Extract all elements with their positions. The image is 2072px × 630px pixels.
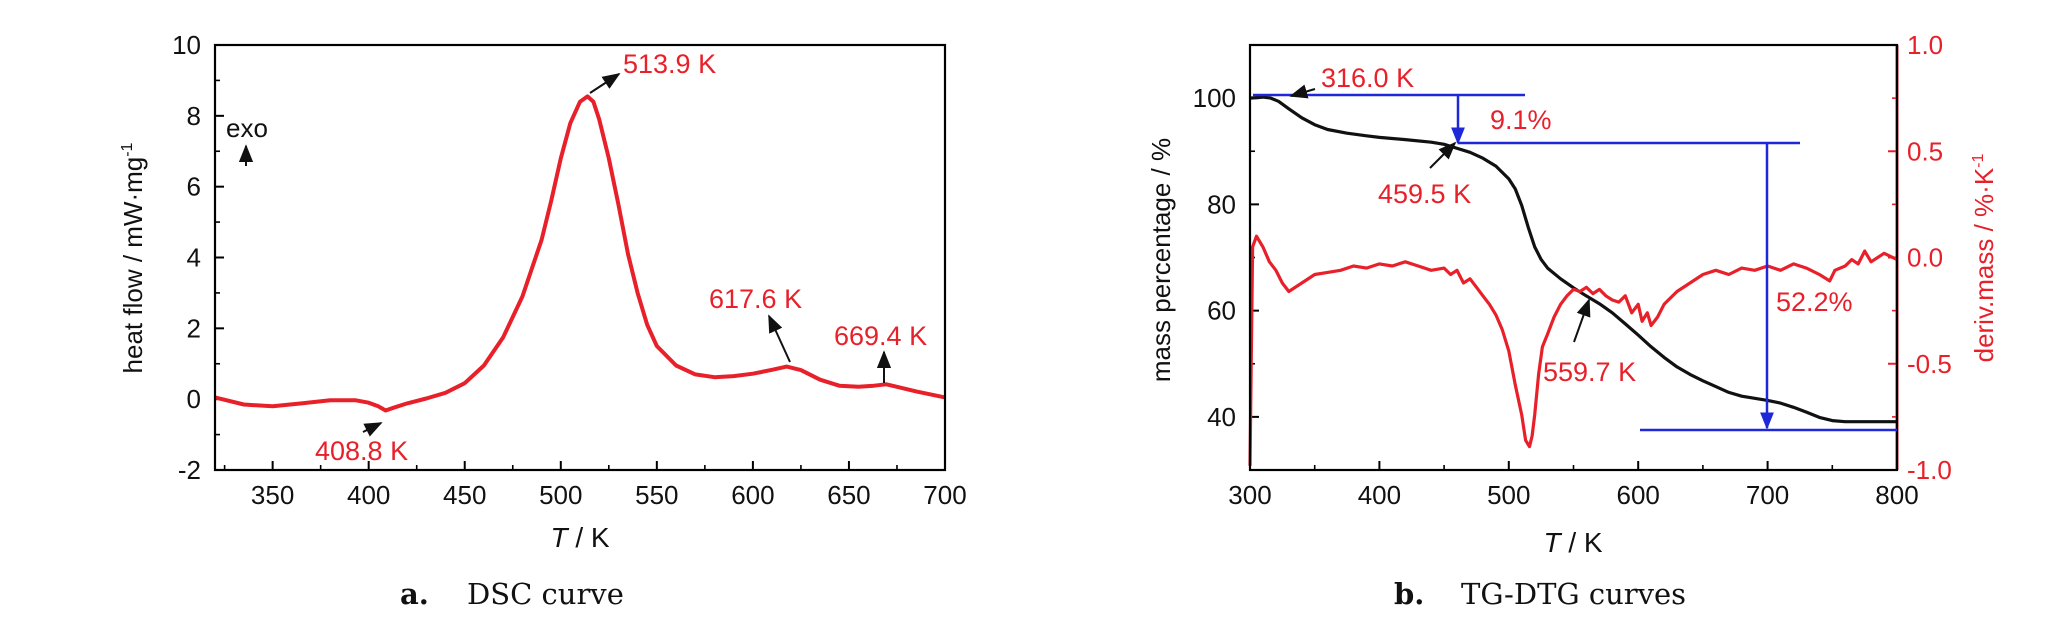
panel-a-caption: DSC curve [467, 577, 624, 611]
tg-left-y-tick-label: 80 [1207, 189, 1236, 219]
tg-x-tick-label: 600 [1617, 480, 1660, 510]
dsc-x-tick-label: 700 [923, 480, 966, 510]
panel-b-caption: TG-DTG curves [1461, 577, 1686, 611]
dsc-plot-frame [213, 43, 947, 472]
annotation-arrow-408-8 [362, 422, 383, 437]
dsc-x-axis-title-unit: / K [568, 522, 610, 553]
tg-x-axis-title: T / K [1543, 527, 1602, 558]
dsc-y-tick-label: 8 [187, 101, 201, 131]
annotation-669-4: 669.4 K [834, 321, 927, 351]
tg-dtg-curve-group [1248, 95, 1898, 466]
dtg-series-line [1248, 234, 1898, 466]
panel-a-label: a. [400, 577, 429, 611]
annotation-arrow-559-7 [1573, 298, 1591, 343]
dsc-y-tick-label: 0 [187, 384, 201, 414]
tg-left-y-tick-label: 40 [1207, 402, 1236, 432]
tg-right-y-tick-label: 0.5 [1907, 136, 1943, 166]
tg-series-line [1249, 95, 1897, 424]
dsc-x-tick-label: 550 [635, 480, 678, 510]
dsc-chart: 350 400 450 500 550 600 650 700 -2 0 2 4 6 8 10 exo 51… [118, 30, 967, 611]
annotation-arrow-316-0 [1289, 84, 1316, 99]
tg-left-y-tick-label: 100 [1193, 83, 1236, 113]
dsc-y-axis-title-sup: -1 [119, 142, 136, 156]
dsc-x-tick-label: 350 [251, 480, 294, 510]
tg-right-y-axis-title-sup: -1 [1970, 154, 1987, 168]
tg-x-axis-title-symbol: T [1543, 527, 1562, 558]
tg-right-y-axis-title-text: deriv.mass / %·K [1969, 167, 1999, 362]
tg-right-y-axis-title: deriv.mass / %·K-1 [1969, 154, 1999, 363]
tg-left-y-axis-title: mass percentage / % [1146, 138, 1176, 382]
annotation-617-6: 617.6 K [709, 284, 802, 314]
dsc-x-tick-label: 400 [347, 480, 390, 510]
panel-b-label: b. [1394, 577, 1424, 611]
dsc-axis-ticks: 350 400 450 500 550 600 650 700 -2 0 2 4 6 8 10 [172, 30, 967, 510]
tg-left-y-tick-label: 60 [1207, 296, 1236, 326]
annotation-459-5: 459.5 K [1378, 179, 1471, 209]
tg-dtg-plot-frame [1248, 43, 1899, 472]
dsc-x-tick-label: 450 [443, 480, 486, 510]
annotation-513-9: 513.9 K [623, 49, 716, 79]
tg-x-tick-label: 700 [1746, 480, 1789, 510]
dsc-y-tick-label: 4 [187, 243, 201, 273]
dsc-y-tick-label: 2 [187, 313, 201, 343]
dsc-y-axis-title-text: heat flow / mW·mg [118, 157, 148, 374]
annotation-52-2-percent: 52.2% [1776, 287, 1853, 317]
tg-x-tick-label: 400 [1358, 480, 1401, 510]
dsc-x-tick-label: 600 [731, 480, 774, 510]
tg-x-tick-label: 300 [1228, 480, 1271, 510]
dsc-y-axis-title: heat flow / mW·mg-1 [118, 142, 148, 373]
dsc-y-tick-label: 10 [172, 30, 201, 60]
dsc-x-tick-label: 650 [827, 480, 870, 510]
dsc-series-line [214, 94, 946, 413]
annotation-arrow-459-5 [1429, 141, 1457, 169]
dsc-curve-group [214, 94, 946, 413]
dsc-x-axis-title: T / K [550, 522, 609, 553]
annotation-9-1-percent: 9.1% [1490, 105, 1552, 135]
annotation-arrow-513-9 [589, 73, 621, 94]
tg-right-y-tick-label: 1.0 [1907, 30, 1943, 60]
tg-dtg-chart: 300 400 500 600 700 800 40 60 80 100 -1.0 -0.5 0.0 0.… [1146, 30, 1999, 611]
annotation-arrow-617-6 [768, 314, 791, 363]
tg-right-y-tick-label: -0.5 [1907, 349, 1952, 379]
tg-right-y-tick-label: 0.0 [1907, 243, 1943, 273]
tg-x-axis-title-unit: / K [1561, 527, 1603, 558]
tg-x-tick-label: 500 [1487, 480, 1530, 510]
exo-label: exo [226, 113, 268, 143]
tg-dtg-axis-ticks: 300 400 500 600 700 800 40 60 80 100 -1.0 -0.5 0.0 0.… [1193, 30, 1952, 510]
dsc-x-axis-title-symbol: T [550, 522, 569, 553]
dsc-y-tick-label: -2 [178, 455, 201, 485]
tg-x-tick-label: 800 [1875, 480, 1918, 510]
dsc-x-tick-label: 500 [539, 480, 582, 510]
annotation-316-0: 316.0 K [1321, 63, 1414, 93]
tg-right-y-tick-label: -1.0 [1907, 455, 1952, 485]
dsc-y-tick-label: 6 [187, 172, 201, 202]
annotation-559-7: 559.7 K [1543, 357, 1636, 387]
annotation-408-8: 408.8 K [315, 436, 408, 466]
